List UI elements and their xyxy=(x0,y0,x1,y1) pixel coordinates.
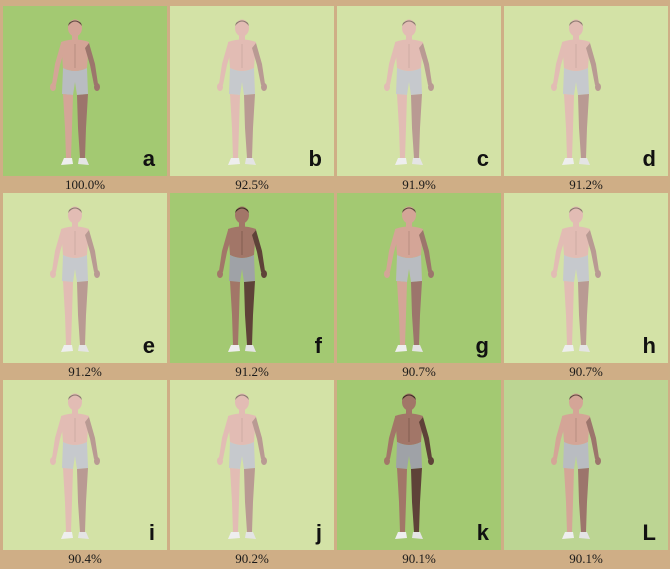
result-panel[interactable]: i xyxy=(3,380,167,550)
similarity-score: 90.1% xyxy=(569,551,603,566)
panel-letter: f xyxy=(314,333,322,358)
similarity-score: 91.2% xyxy=(569,177,603,192)
similarity-score: 91.2% xyxy=(68,364,102,379)
human-figure-icon xyxy=(50,206,100,352)
result-cell: f 91.2% xyxy=(170,193,334,380)
panel-letter: c xyxy=(476,146,489,171)
result-panel[interactable]: d xyxy=(504,6,668,176)
human-figure-icon xyxy=(217,19,267,165)
human-figure-icon xyxy=(50,19,100,165)
result-cell: e 91.2% xyxy=(3,193,167,380)
similarity-score: 91.9% xyxy=(402,177,436,192)
result-cell: h 90.7% xyxy=(504,193,668,380)
result-panel[interactable]: j xyxy=(170,380,334,550)
similarity-score: 92.5% xyxy=(235,177,269,192)
similarity-score: 90.7% xyxy=(402,364,436,379)
result-panel[interactable]: h xyxy=(504,193,668,363)
result-panel[interactable]: k xyxy=(337,380,501,550)
result-panel[interactable]: a xyxy=(3,6,167,176)
human-figure-icon xyxy=(551,206,601,352)
result-panel[interactable]: g xyxy=(337,193,501,363)
human-figure-icon xyxy=(551,19,601,165)
human-figure-icon xyxy=(384,19,434,165)
result-cell: d 91.2% xyxy=(504,6,668,193)
similarity-score: 100.0% xyxy=(64,177,106,192)
human-figure-icon xyxy=(384,393,434,539)
result-cell: i 90.4% xyxy=(3,380,167,567)
panel-letter: h xyxy=(642,333,656,358)
result-panel[interactable]: f xyxy=(170,193,334,363)
result-cell: a 100.0% xyxy=(3,6,167,193)
panel-letter: L xyxy=(642,520,656,545)
similarity-score: 90.7% xyxy=(569,364,603,379)
result-cell: b 92.5% xyxy=(170,6,334,193)
human-figure-icon xyxy=(384,206,434,352)
panel-letter: g xyxy=(475,333,489,358)
result-cell: L 90.1% xyxy=(504,380,668,567)
similarity-score: 90.4% xyxy=(68,551,102,566)
panel-letter: k xyxy=(476,520,489,545)
panel-letter: b xyxy=(308,146,322,171)
panel-letter: d xyxy=(642,146,656,171)
result-panel[interactable]: b xyxy=(170,6,334,176)
result-cell: c 91.9% xyxy=(337,6,501,193)
result-panel[interactable]: c xyxy=(337,6,501,176)
panel-letter: i xyxy=(148,520,155,545)
panel-letter: e xyxy=(142,333,155,358)
human-figure-icon xyxy=(551,393,601,539)
similarity-score: 90.1% xyxy=(402,551,436,566)
result-panel[interactable]: L xyxy=(504,380,668,550)
result-cell: k 90.1% xyxy=(337,380,501,567)
result-cell: j 90.2% xyxy=(170,380,334,567)
panel-letter: j xyxy=(315,520,322,545)
human-figure-icon xyxy=(217,393,267,539)
result-cell: g 90.7% xyxy=(337,193,501,380)
similarity-score: 91.2% xyxy=(235,364,269,379)
human-figure-icon xyxy=(50,393,100,539)
human-figure-icon xyxy=(217,206,267,352)
similarity-score: 90.2% xyxy=(235,551,269,566)
panel-letter: a xyxy=(142,146,155,171)
result-panel[interactable]: e xyxy=(3,193,167,363)
